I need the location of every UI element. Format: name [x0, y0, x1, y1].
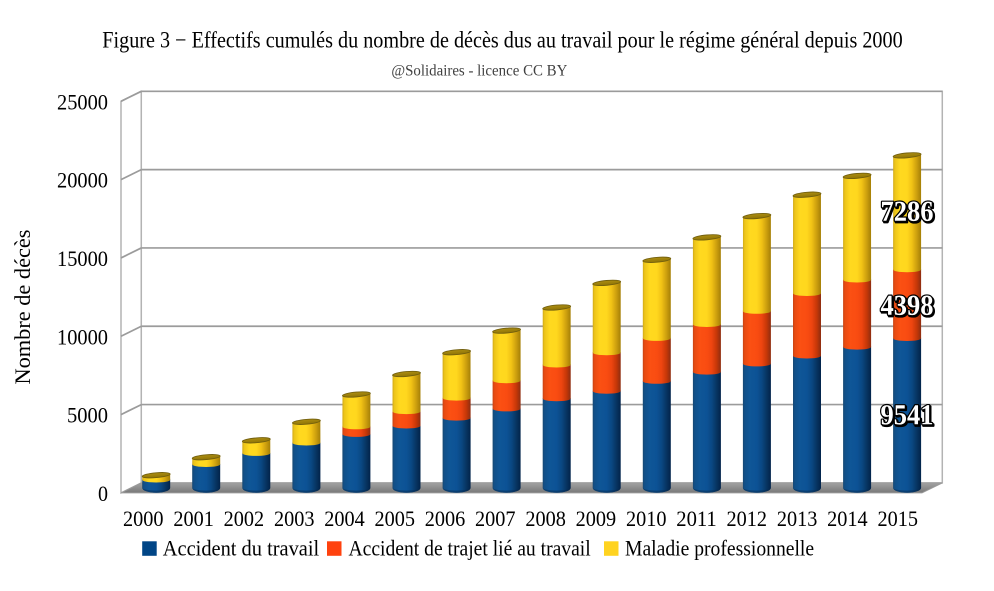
- svg-text:2000: 2000: [123, 506, 164, 531]
- svg-text:Accident du travail: Accident du travail: [163, 536, 319, 561]
- svg-text:2013: 2013: [777, 506, 818, 531]
- svg-text:10000: 10000: [57, 324, 108, 349]
- svg-text:2001: 2001: [173, 506, 214, 531]
- svg-text:2015: 2015: [877, 506, 918, 531]
- svg-text:2007: 2007: [475, 506, 516, 531]
- svg-text:2008: 2008: [525, 506, 566, 531]
- svg-text:2014: 2014: [827, 506, 868, 531]
- svg-text:Nombre de décès: Nombre de décès: [10, 230, 35, 385]
- svg-text:2012: 2012: [727, 506, 768, 531]
- svg-text:@Solidaires - licence CC BY: @Solidaires - licence CC BY: [391, 63, 567, 80]
- svg-text:2010: 2010: [626, 506, 667, 531]
- svg-text:Figure 3 − Effectifs cumulés d: Figure 3 − Effectifs cumulés du nombre d…: [102, 28, 902, 53]
- svg-text:0: 0: [98, 481, 108, 506]
- svg-text:2006: 2006: [425, 506, 466, 531]
- svg-text:5000: 5000: [67, 403, 108, 428]
- svg-text:15000: 15000: [57, 246, 108, 271]
- svg-text:25000: 25000: [57, 89, 108, 114]
- svg-text:2003: 2003: [274, 506, 315, 531]
- svg-text:2005: 2005: [375, 506, 416, 531]
- svg-text:Maladie professionnelle: Maladie professionnelle: [625, 536, 814, 561]
- svg-text:2002: 2002: [224, 506, 265, 531]
- svg-text:2009: 2009: [576, 506, 617, 531]
- svg-text:2011: 2011: [676, 506, 717, 531]
- svg-text:Accident de trajet lié au trav: Accident de trajet lié au travail: [349, 536, 591, 561]
- svg-text:20000: 20000: [57, 168, 108, 193]
- svg-text:2004: 2004: [324, 506, 365, 531]
